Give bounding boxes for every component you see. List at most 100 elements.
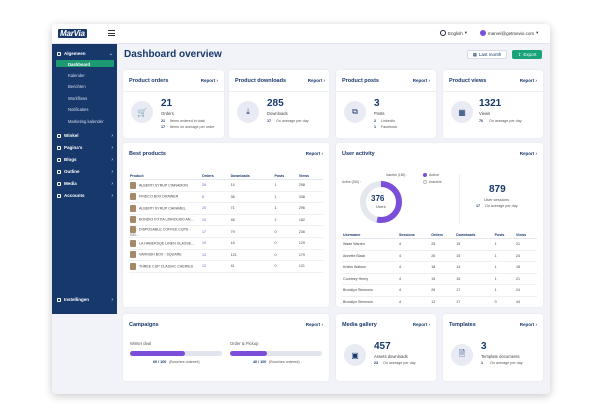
- table-row[interactable]: FINDCO BOX DRAWER 8 36 1 338: [129, 191, 323, 203]
- report-link[interactable]: Report ›: [305, 322, 323, 327]
- product-thumbnail: [130, 251, 136, 259]
- shop-icon: [57, 133, 61, 138]
- sidebar-item-marketing-kalender[interactable]: Marketing kalender: [68, 119, 104, 124]
- table-cell: 4: [398, 284, 431, 297]
- downloads-stat-label: On average per day: [276, 119, 309, 123]
- table-cell: 4: [398, 250, 431, 262]
- sidebar-item-media[interactable]: Media ›: [57, 180, 113, 187]
- product-thumbnail: [130, 226, 136, 233]
- orders-stat1-value: 21: [161, 119, 166, 123]
- chevron-right-icon: ›: [111, 180, 113, 187]
- sidebar-item-winkel[interactable]: Winkel ›: [57, 133, 113, 139]
- menu-icon[interactable]: [108, 30, 115, 36]
- table-row[interactable]: THREE CUP CLASSIC CHERIES 12 41 0 121: [129, 260, 323, 273]
- report-label: Report: [519, 322, 535, 327]
- sessions-stat-value: 17: [476, 204, 481, 208]
- report-link[interactable]: Report ›: [519, 78, 537, 83]
- column-header[interactable]: Views: [514, 232, 537, 239]
- report-link[interactable]: Report ›: [412, 78, 430, 83]
- column-header[interactable]: Downloads: [229, 173, 274, 180]
- table-cell: 338: [297, 191, 323, 203]
- report-link[interactable]: Report ›: [307, 78, 325, 83]
- report-link[interactable]: Report ›: [305, 151, 323, 156]
- table-cell: 16: [229, 237, 274, 250]
- report-link[interactable]: Report ›: [519, 151, 537, 156]
- table-row[interactable]: Brooklyn Simmons 4 26 17 1 24: [342, 284, 537, 297]
- table-row[interactable]: Brooklyn Simmons 4 12 17 0 44: [342, 296, 537, 308]
- column-header[interactable]: Sessions: [398, 232, 431, 239]
- column-header[interactable]: Username: [342, 232, 398, 239]
- product-cell: ALBERTI SYRUP CINNAMON: [129, 179, 201, 192]
- chevron-right-icon: ›: [111, 144, 113, 151]
- legend-label: Active: [429, 173, 440, 177]
- sidebar-item-paginas[interactable]: Pagina's ›: [57, 144, 113, 151]
- last-month-button[interactable]: ▦ Last month: [467, 50, 507, 59]
- table-row[interactable]: Courtney Henry 4 15 15 1 21: [342, 273, 537, 285]
- export-button[interactable]: ⇪ Export: [512, 50, 542, 59]
- account-menu[interactable]: marvel@getmevio.com ▾: [480, 30, 538, 36]
- active-indicator: [56, 60, 114, 67]
- language-selector[interactable]: English ▾: [440, 30, 467, 36]
- sidebar-item-outline[interactable]: Outline ›: [57, 169, 113, 175]
- table-row[interactable]: LA HABERSQE LINEN GLASSE... 19 16 0 129: [129, 237, 323, 250]
- table-cell: 15: [430, 273, 456, 285]
- table-cell: 1: [493, 261, 515, 274]
- page-title: Dashboard overview: [124, 49, 222, 60]
- sessions-label: User sessions: [484, 197, 510, 202]
- campaign-name: Winter deal: [130, 341, 152, 346]
- sidebar-item-label: Instellingen: [64, 297, 90, 302]
- table-row[interactable]: BONDIO FOTIA LINNOLIBO AN... 10 48 1 182: [129, 214, 323, 226]
- card-title: Templates: [449, 322, 476, 328]
- table-cell: 296: [297, 202, 323, 215]
- sidebar-item-accounts[interactable]: Accounts ›: [57, 193, 113, 199]
- download-icon: ⤓: [237, 101, 259, 123]
- table-row[interactable]: Wade Warren 4 25 15 1 21: [342, 238, 537, 251]
- sidebar-item-berichten[interactable]: Berichten: [68, 84, 86, 89]
- column-header[interactable]: Posts: [273, 173, 298, 180]
- campaign-progress-fill: [230, 351, 267, 356]
- posts-value: 3: [374, 98, 380, 109]
- sidebar-item-algemeen[interactable]: Algemeen ⌄: [57, 51, 113, 57]
- table-row[interactable]: Annette Black 4 26 15 1 24: [342, 250, 537, 262]
- card-title: Media gallery: [342, 322, 377, 328]
- report-link[interactable]: Report ›: [200, 78, 218, 83]
- table-cell: 71: [229, 202, 274, 215]
- table-cell: 8: [201, 191, 230, 203]
- sidebar-item-instellingen[interactable]: Instellingen ›: [57, 296, 113, 303]
- campaign-name: Order & Pickup: [230, 341, 259, 346]
- column-header[interactable]: Views: [297, 173, 323, 180]
- sidebar-item-dashboard[interactable]: Dashboard: [68, 61, 90, 67]
- donut-inactive-annotation: Inactive (180) ◦: [386, 173, 408, 177]
- column-header[interactable]: Orders: [430, 232, 456, 239]
- logo[interactable]: MarVia: [58, 29, 87, 38]
- product-cell: THREE CUP CLASSIC CHERIES: [129, 260, 201, 273]
- report-link[interactable]: Report ›: [519, 322, 537, 327]
- column-header[interactable]: Downloads: [455, 232, 494, 239]
- chevron-right-icon: ›: [111, 296, 113, 303]
- sidebar-item-blogs[interactable]: Blogs ›: [57, 157, 113, 163]
- report-label: Report: [412, 78, 428, 83]
- table-row[interactable]: Kristin Watson 4 18 14 1 18: [342, 261, 537, 274]
- table-row[interactable]: VARNISH BOX - SQUARE 13 121 0 179: [129, 249, 323, 261]
- sidebar-item-kalender[interactable]: Kalender: [68, 73, 85, 78]
- sidebar-item-workflows[interactable]: Workflows: [68, 96, 88, 101]
- product-thumbnail: [130, 216, 136, 224]
- table-row[interactable]: DISPOSABLE COFFEE CUPS - GO... 17 79 0 236: [129, 225, 323, 238]
- sidebar-item-notificaties[interactable]: Notificaties: [68, 107, 89, 112]
- downloads-stat-value: 17: [267, 119, 272, 123]
- campaign-progress-caption: (Bunches ordered): [169, 360, 200, 364]
- table-cell: 36: [229, 191, 274, 203]
- table-cell: 20: [201, 202, 230, 215]
- report-link[interactable]: Report ›: [412, 322, 430, 327]
- views-label: Views: [479, 111, 491, 116]
- views-value: 1321: [479, 98, 502, 109]
- posts-stat1-label: LinkedIn: [381, 119, 395, 123]
- home-icon: [57, 51, 61, 56]
- table-row[interactable]: ALBERTI SYRUP CINNAMON 26 14 1 298: [129, 179, 323, 192]
- column-header[interactable]: Orders: [201, 173, 230, 180]
- document-icon: 🗎: [451, 344, 473, 366]
- column-header[interactable]: Product: [129, 173, 201, 180]
- export-icon: ⇪: [517, 51, 522, 57]
- table-row[interactable]: ALBERTI SYRUP CARAMEL 20 71 1 296: [129, 202, 323, 215]
- column-header[interactable]: Posts: [493, 232, 515, 239]
